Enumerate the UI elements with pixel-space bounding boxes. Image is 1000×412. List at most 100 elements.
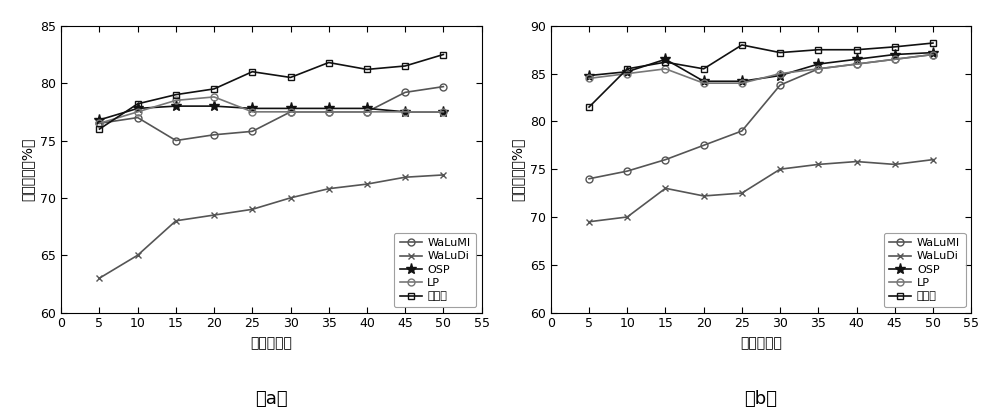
WaLuDi: [246, 207, 258, 212]
LP: [323, 109, 335, 114]
WaLuMI: [170, 138, 182, 143]
本发明: [698, 66, 710, 71]
LP: [698, 81, 710, 86]
WaLuMI: [583, 176, 595, 181]
本发明: [889, 44, 901, 49]
Line: WaLuMI: WaLuMI: [96, 83, 447, 144]
LP: [399, 109, 411, 114]
Line: 本发明: 本发明: [586, 40, 936, 110]
本发明: [93, 126, 105, 131]
本发明: [170, 92, 182, 97]
LP: [812, 66, 824, 71]
OSP: [927, 50, 939, 55]
OSP: [361, 106, 373, 111]
Legend: WaLuMI, WaLuDi, OSP, LP, 本发明: WaLuMI, WaLuDi, OSP, LP, 本发明: [394, 232, 476, 307]
WaLuMI: [736, 129, 748, 133]
LP: [774, 71, 786, 76]
WaLuMI: [927, 52, 939, 57]
WaLuMI: [93, 121, 105, 126]
WaLuMI: [774, 83, 786, 88]
WaLuMI: [399, 90, 411, 95]
LP: [170, 98, 182, 103]
WaLuDi: [812, 162, 824, 167]
LP: [659, 66, 671, 71]
本发明: [659, 60, 671, 65]
OSP: [621, 69, 633, 74]
Legend: WaLuMI, WaLuDi, OSP, LP, 本发明: WaLuMI, WaLuDi, OSP, LP, 本发明: [884, 232, 966, 307]
WaLuMI: [132, 115, 144, 120]
本发明: [812, 47, 824, 52]
OSP: [736, 79, 748, 84]
WaLuDi: [927, 157, 939, 162]
本发明: [399, 63, 411, 68]
WaLuDi: [698, 194, 710, 199]
WaLuMI: [246, 129, 258, 134]
LP: [132, 109, 144, 114]
本发明: [285, 75, 297, 80]
WaLuDi: [889, 162, 901, 167]
WaLuMI: [698, 143, 710, 148]
OSP: [132, 106, 144, 111]
WaLuMI: [208, 132, 220, 137]
本发明: [927, 40, 939, 45]
OSP: [659, 57, 671, 62]
WaLuDi: [621, 215, 633, 220]
Line: WaLuDi: WaLuDi: [96, 171, 447, 282]
WaLuDi: [323, 186, 335, 191]
LP: [437, 109, 449, 114]
WaLuMI: [361, 109, 373, 114]
WaLuMI: [437, 84, 449, 89]
WaLuDi: [208, 213, 220, 218]
LP: [621, 71, 633, 76]
WaLuDi: [170, 218, 182, 223]
OSP: [170, 104, 182, 109]
WaLuMI: [889, 57, 901, 62]
本发明: [361, 67, 373, 72]
X-axis label: 选择波段数: 选择波段数: [740, 336, 782, 350]
Line: LP: LP: [96, 94, 447, 127]
WaLuDi: [736, 191, 748, 196]
LP: [889, 57, 901, 62]
LP: [285, 109, 297, 114]
Line: 本发明: 本发明: [96, 51, 447, 133]
X-axis label: 选择波段数: 选择波段数: [250, 336, 292, 350]
WaLuDi: [132, 253, 144, 258]
WaLuMI: [323, 109, 335, 114]
本发明: [851, 47, 863, 52]
OSP: [93, 117, 105, 122]
LP: [361, 109, 373, 114]
Line: OSP: OSP: [583, 47, 939, 87]
LP: [736, 81, 748, 86]
OSP: [437, 109, 449, 114]
WaLuDi: [659, 186, 671, 191]
本发明: [736, 42, 748, 47]
Text: （b）: （b）: [745, 390, 778, 408]
OSP: [399, 109, 411, 114]
WaLuMI: [851, 61, 863, 66]
OSP: [698, 79, 710, 84]
WaLuDi: [93, 276, 105, 281]
WaLuMI: [621, 169, 633, 173]
WaLuDi: [774, 167, 786, 172]
OSP: [285, 106, 297, 111]
本发明: [621, 66, 633, 71]
LP: [246, 109, 258, 114]
OSP: [246, 106, 258, 111]
本发明: [323, 60, 335, 65]
LP: [927, 52, 939, 57]
OSP: [583, 73, 595, 78]
WaLuMI: [812, 66, 824, 71]
Text: （a）: （a）: [255, 390, 288, 408]
WaLuDi: [285, 195, 297, 200]
本发明: [246, 69, 258, 74]
本发明: [132, 101, 144, 106]
OSP: [323, 106, 335, 111]
Y-axis label: 分类精度（%）: 分类精度（%）: [21, 138, 35, 201]
WaLuMI: [659, 157, 671, 162]
OSP: [208, 104, 220, 109]
本发明: [437, 52, 449, 57]
Line: OSP: OSP: [94, 101, 449, 125]
Line: WaLuDi: WaLuDi: [586, 156, 936, 225]
WaLuDi: [437, 173, 449, 178]
LP: [208, 94, 220, 99]
